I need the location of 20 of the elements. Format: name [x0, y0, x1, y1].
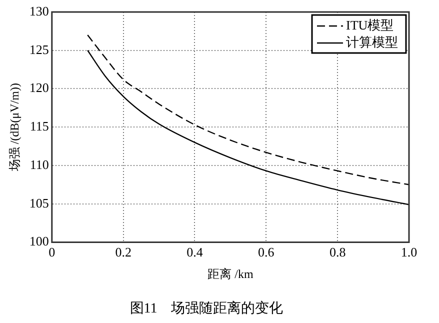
x-tick-label: 0	[48, 244, 56, 260]
legend-label: ITU模型	[346, 17, 394, 32]
x-axis-title: 距离 /km	[208, 267, 254, 282]
y-tick-label: 120	[29, 80, 49, 96]
y-tick-label: 100	[29, 234, 49, 249]
y-tick-label: 125	[29, 42, 49, 57]
y-axis-title: 场强 /(dB(μV/m))	[7, 83, 22, 172]
x-tick-label: 0.6	[258, 244, 275, 260]
text: 图11 场强随距离的变化	[130, 300, 284, 316]
x-tick-label: 0.4	[186, 244, 204, 260]
y-tick-label: 115	[30, 118, 49, 134]
x-tick-label: 1.0	[400, 244, 418, 260]
line-series	[87, 34, 409, 186]
y-tick-label: 105	[29, 195, 49, 210]
y-tick-label: 110	[30, 156, 49, 172]
line-series	[87, 50, 409, 206]
x-tick-label: 0.8	[329, 244, 346, 260]
legend-label: 计算模型	[346, 34, 398, 50]
x-tick-label: 0.2	[115, 244, 132, 260]
y-tick-label: 130	[29, 3, 49, 18]
